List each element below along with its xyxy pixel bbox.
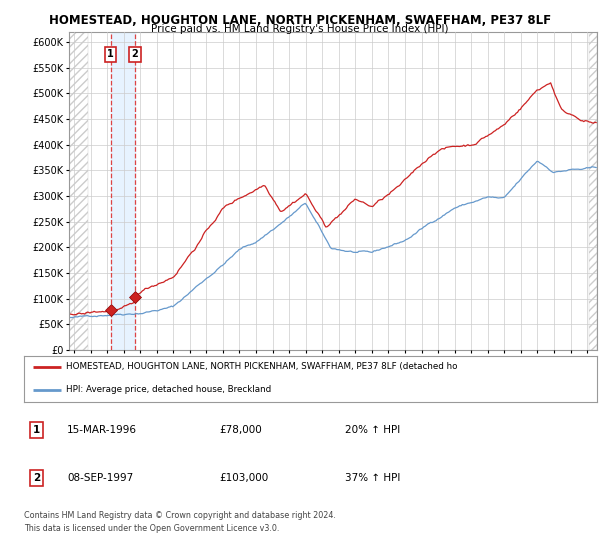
Text: HOMESTEAD, HOUGHTON LANE, NORTH PICKENHAM, SWAFFHAM, PE37 8LF (detached ho: HOMESTEAD, HOUGHTON LANE, NORTH PICKENHA… (66, 362, 457, 371)
Text: 37% ↑ HPI: 37% ↑ HPI (345, 473, 400, 483)
Text: 1: 1 (33, 425, 40, 435)
Text: £78,000: £78,000 (219, 425, 262, 435)
Bar (110, 32, 135, 350)
Text: 20% ↑ HPI: 20% ↑ HPI (345, 425, 400, 435)
Text: 2: 2 (33, 473, 40, 483)
Text: Contains HM Land Registry data © Crown copyright and database right 2024.
This d: Contains HM Land Registry data © Crown c… (24, 511, 336, 533)
Text: 08-SEP-1997: 08-SEP-1997 (67, 473, 133, 483)
Text: £103,000: £103,000 (219, 473, 268, 483)
Text: Price paid vs. HM Land Registry's House Price Index (HPI): Price paid vs. HM Land Registry's House … (151, 24, 449, 34)
Text: HOMESTEAD, HOUGHTON LANE, NORTH PICKENHAM, SWAFFHAM, PE37 8LF: HOMESTEAD, HOUGHTON LANE, NORTH PICKENHA… (49, 14, 551, 27)
Text: 15-MAR-1996: 15-MAR-1996 (67, 425, 137, 435)
Text: HPI: Average price, detached house, Breckland: HPI: Average price, detached house, Brec… (66, 385, 271, 394)
Text: 2: 2 (131, 49, 139, 59)
Text: 1: 1 (107, 49, 114, 59)
